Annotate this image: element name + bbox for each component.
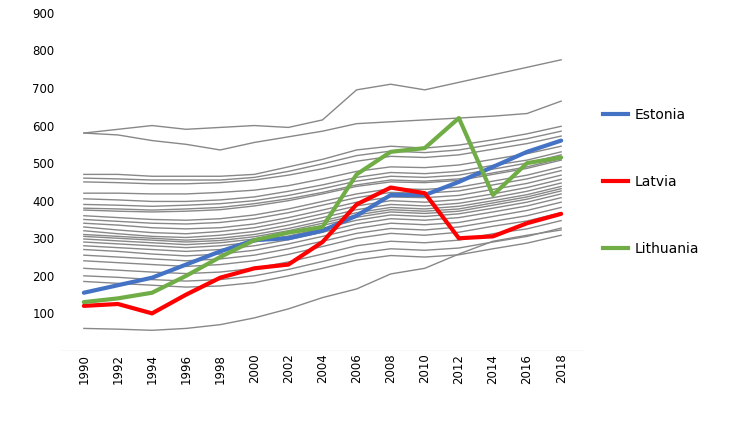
Legend: Estonia, Latvia, Lithuania: Estonia, Latvia, Lithuania bbox=[597, 103, 705, 261]
